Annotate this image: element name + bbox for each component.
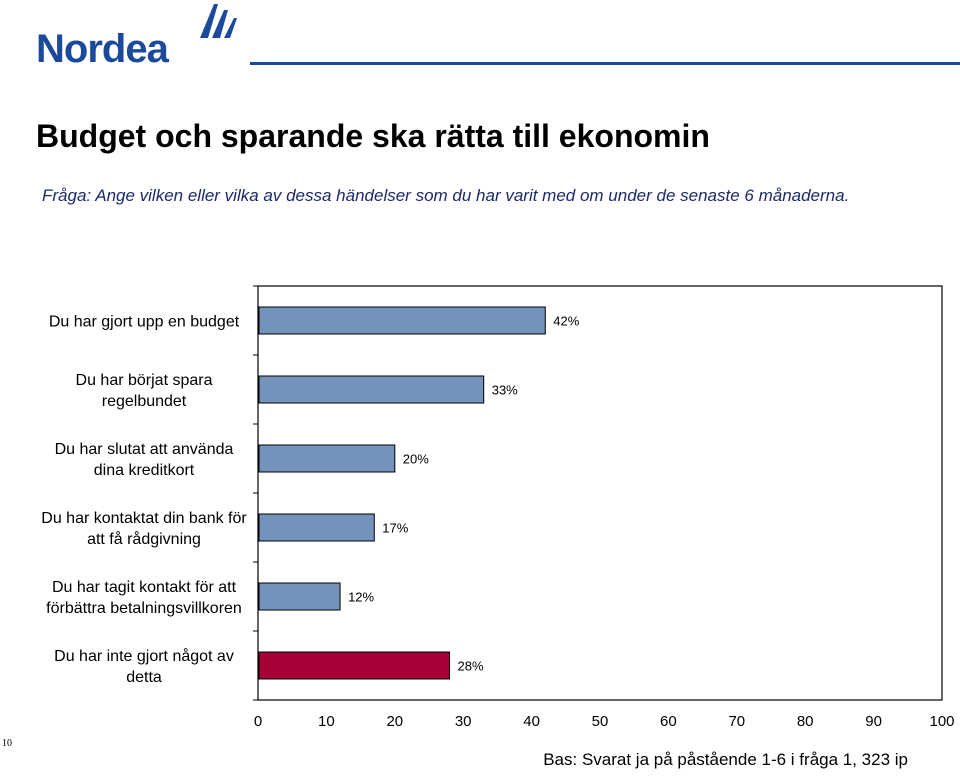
x-tick-label: 30 — [455, 713, 472, 730]
page-number: 10 — [2, 738, 12, 749]
sail-icon — [200, 4, 237, 38]
survey-question: Fråga: Ange vilken eller vilka av dessa … — [42, 186, 850, 205]
bar — [258, 651, 451, 680]
category-label: regelbundet — [102, 393, 187, 410]
x-tick-label: 100 — [929, 713, 954, 730]
x-tick-label: 90 — [865, 713, 882, 730]
category-label: Du har gjort upp en budget — [49, 314, 240, 331]
bar — [258, 513, 375, 542]
category-label: Du har kontaktat din bank för — [41, 510, 247, 527]
category-label: detta — [126, 669, 162, 686]
data-label: 17% — [382, 521, 408, 536]
category-label: förbättra betalningsvillkoren — [46, 600, 242, 617]
nordea-logo: Nordea — [36, 22, 169, 71]
category-label: Du har inte gjort något av — [54, 647, 234, 665]
category-label: dina kreditkort — [94, 462, 195, 479]
data-label: 42% — [553, 314, 579, 329]
data-label: 12% — [348, 590, 374, 605]
plot-frame — [257, 285, 943, 701]
category-label: Du har tagit kontakt för att — [52, 579, 237, 596]
data-label: 20% — [403, 452, 429, 467]
x-tick-label: 50 — [592, 713, 609, 730]
page-title: Budget och sparande ska rätta till ekono… — [36, 118, 710, 154]
data-label: 28% — [458, 659, 484, 674]
x-tick-label: 70 — [728, 713, 745, 730]
bar — [258, 375, 485, 404]
x-tick-label: 20 — [386, 713, 403, 730]
header-rule — [250, 62, 960, 65]
category-label: att få rådgivning — [87, 530, 201, 548]
category-label: Du har slutat att använda — [55, 441, 234, 458]
data-label: 33% — [492, 383, 518, 398]
x-tick-label: 60 — [660, 713, 677, 730]
bar — [258, 582, 341, 611]
category-label: Du har börjat spara — [76, 372, 213, 389]
bar — [258, 444, 396, 473]
brand-name: Nordea — [36, 27, 169, 71]
x-tick-label: 40 — [523, 713, 540, 730]
bar — [258, 306, 546, 335]
footnote: Bas: Svarat ja på påstående 1-6 i fråga … — [543, 750, 908, 769]
x-tick-label: 80 — [797, 713, 814, 730]
x-tick-label: 0 — [254, 713, 262, 730]
x-tick-label: 10 — [318, 713, 335, 730]
